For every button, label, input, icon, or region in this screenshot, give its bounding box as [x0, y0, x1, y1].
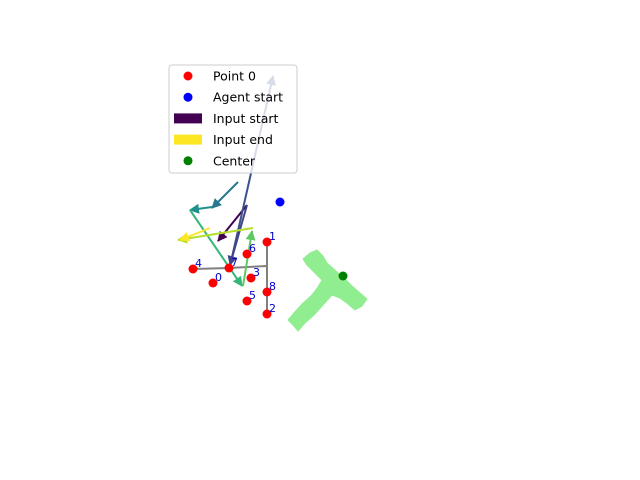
legend-marker-3 [174, 134, 202, 145]
shape-region [287, 249, 368, 332]
point-label-8: 8 [269, 280, 276, 293]
point-label-4: 4 [195, 257, 202, 270]
point-0 [208, 278, 218, 288]
input-arrow-5 [189, 209, 243, 287]
input-arrow-8 [179, 227, 211, 242]
point-5 [242, 296, 252, 306]
point-2 [262, 309, 272, 319]
point-label-5: 5 [249, 289, 256, 302]
legend-marker-4 [183, 156, 193, 166]
path-lines [192, 242, 268, 314]
path-segment-1 [228, 265, 268, 269]
point-label-2: 2 [269, 302, 276, 315]
legend-marker-0 [183, 71, 193, 81]
point-label-0: 0 [215, 271, 222, 284]
legend-marker-1 [183, 92, 193, 102]
legend-label-1: Agent start [213, 90, 283, 105]
input-arrow-7 [177, 227, 254, 244]
input-arrow-3 [211, 181, 239, 209]
point-label-6: 6 [249, 242, 256, 255]
point-label-7: 7 [231, 256, 238, 269]
point-8 [262, 287, 272, 297]
agent-start-point [275, 197, 285, 207]
legend-label-3: Input end [213, 132, 273, 147]
point-4 [188, 264, 198, 274]
points-layer: 0 1 2 3 4 5 67 8 [188, 197, 348, 319]
input-arrow-4 [189, 203, 213, 214]
input-arrow-6 [242, 230, 256, 287]
path-segment-0 [192, 267, 230, 270]
shape-polygon [287, 249, 368, 332]
point-1 [262, 237, 272, 247]
legend-label-2: Input start [213, 111, 279, 126]
legend-label-4: Center [213, 153, 256, 168]
point-7 [224, 263, 234, 273]
point-6 [242, 249, 252, 259]
legend-frame [168, 64, 298, 174]
legend-marker-2 [174, 113, 202, 124]
center-point [338, 271, 348, 281]
legend-label-0: Point 0 [213, 69, 256, 84]
input-arrow-2 [227, 204, 248, 266]
point-label-3: 3 [253, 266, 260, 279]
point-3 [246, 273, 256, 283]
legend: Point 0 Agent start Input start Input end Ce… [168, 64, 298, 174]
point-label-1: 1 [269, 230, 276, 243]
